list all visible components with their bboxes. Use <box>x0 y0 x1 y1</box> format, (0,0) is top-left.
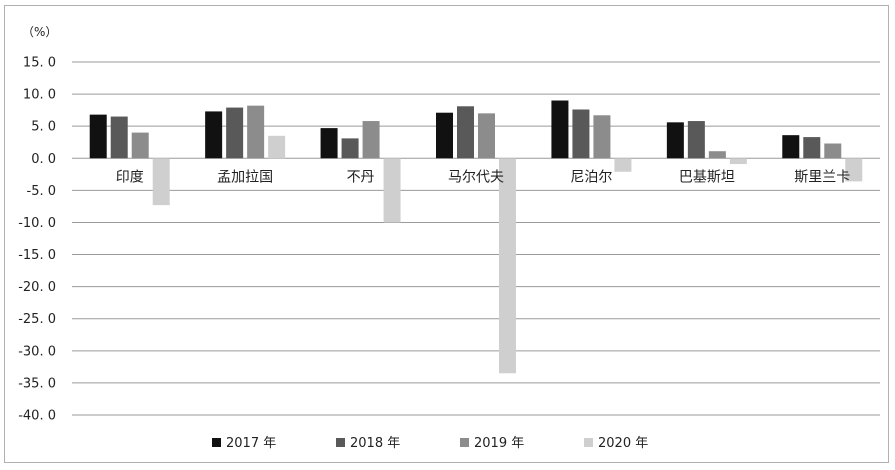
category-label: 巴基斯坦 <box>679 168 735 185</box>
category-label: 斯里兰卡 <box>794 169 850 185</box>
y-axis-unit-label: （%） <box>22 25 57 39</box>
bar <box>320 128 338 159</box>
legend-label: 2018 年 <box>350 436 400 451</box>
bar <box>824 143 842 159</box>
bar <box>803 137 821 159</box>
category-label: 尼泊尔 <box>570 169 612 185</box>
y-tick-label: -25. 0 <box>18 312 56 327</box>
bar <box>436 112 453 159</box>
bar <box>362 121 380 159</box>
legend-swatch <box>212 438 221 447</box>
bar <box>729 158 747 165</box>
bar <box>572 109 590 159</box>
category-label: 孟加拉国 <box>217 169 273 185</box>
y-tick-label: -10. 0 <box>18 216 56 231</box>
bar <box>131 132 149 159</box>
y-tick-label: 10. 0 <box>23 88 56 103</box>
bars <box>89 100 863 374</box>
bar <box>110 116 128 159</box>
bar <box>89 114 107 159</box>
bar <box>152 158 170 206</box>
bar <box>708 151 726 159</box>
category-labels: 印度 孟加拉国 不丹 马尔代夫 尼泊尔 巴基斯坦 斯里兰卡 <box>116 168 851 185</box>
category-label: 不丹 <box>347 169 375 185</box>
y-tick-label: -15. 0 <box>18 248 56 263</box>
bar <box>782 135 800 159</box>
gridlines <box>72 61 880 416</box>
y-tick-label: 15. 0 <box>23 56 56 71</box>
bar <box>341 138 359 159</box>
bar <box>478 113 495 159</box>
bar <box>205 111 223 159</box>
y-tick-label: -30. 0 <box>18 344 56 359</box>
category-label: 印度 <box>116 169 144 185</box>
bar <box>226 107 244 159</box>
bar <box>247 105 265 159</box>
y-tick-label: -35. 0 <box>18 376 56 391</box>
chart-frame <box>4 5 889 463</box>
y-tick-label: -40. 0 <box>18 409 56 424</box>
bar <box>845 158 863 182</box>
bar <box>499 158 516 374</box>
y-tick-label: 5. 0 <box>31 120 56 135</box>
legend-swatch <box>460 438 469 447</box>
y-tick-label: 0. 0 <box>31 152 56 167</box>
bar <box>614 158 632 172</box>
bar <box>551 100 569 159</box>
y-tick-label: -5. 0 <box>27 184 57 199</box>
bar <box>593 115 611 159</box>
bar <box>687 121 705 159</box>
legend: 2017 年 2018 年 2019 年 2020 年 <box>212 436 648 451</box>
legend-label: 2017 年 <box>226 436 276 451</box>
bar <box>457 106 474 159</box>
legend-swatch <box>584 438 593 447</box>
legend-swatch <box>336 438 345 447</box>
legend-label: 2019 年 <box>474 436 524 451</box>
bar <box>666 122 684 159</box>
bar <box>268 135 286 159</box>
legend-label: 2020 年 <box>598 436 648 451</box>
bar <box>383 158 401 223</box>
y-tick-label: -20. 0 <box>18 280 56 295</box>
y-axis-ticks: 15. 0 10. 0 5. 0 0. 0 -5. 0 -10. 0 -15. 0 -20. … <box>18 56 56 424</box>
category-label: 马尔代夫 <box>448 169 504 185</box>
